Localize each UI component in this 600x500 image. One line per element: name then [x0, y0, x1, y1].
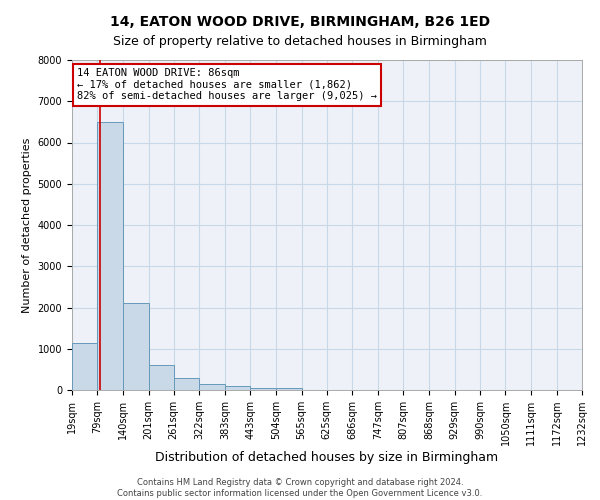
- Bar: [250, 388, 276, 390]
- Bar: [276, 388, 302, 390]
- Text: 14, EATON WOOD DRIVE, BIRMINGHAM, B26 1ED: 14, EATON WOOD DRIVE, BIRMINGHAM, B26 1E…: [110, 15, 490, 29]
- Y-axis label: Number of detached properties: Number of detached properties: [22, 138, 32, 312]
- Text: 14 EATON WOOD DRIVE: 86sqm
← 17% of detached houses are smaller (1,862)
82% of s: 14 EATON WOOD DRIVE: 86sqm ← 17% of deta…: [77, 68, 377, 102]
- Bar: [225, 386, 250, 390]
- X-axis label: Distribution of detached houses by size in Birmingham: Distribution of detached houses by size …: [155, 451, 499, 464]
- Text: Size of property relative to detached houses in Birmingham: Size of property relative to detached ho…: [113, 35, 487, 48]
- Bar: [97, 122, 123, 390]
- Bar: [199, 384, 225, 390]
- Bar: [72, 342, 97, 390]
- Bar: [174, 378, 199, 390]
- Text: Contains HM Land Registry data © Crown copyright and database right 2024.
Contai: Contains HM Land Registry data © Crown c…: [118, 478, 482, 498]
- Bar: [149, 365, 174, 390]
- Bar: [123, 304, 149, 390]
